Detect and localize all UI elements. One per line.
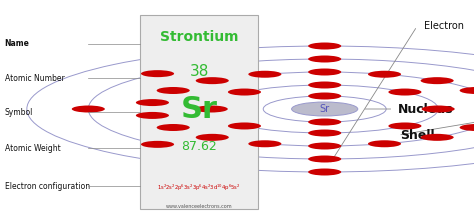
Text: Nucleus: Nucleus: [398, 102, 454, 116]
Ellipse shape: [156, 124, 190, 131]
Text: Sr: Sr: [181, 94, 218, 124]
Ellipse shape: [388, 89, 421, 95]
Text: Electron configuration: Electron configuration: [5, 182, 90, 191]
Ellipse shape: [72, 106, 105, 112]
Ellipse shape: [248, 140, 282, 147]
Text: 87.62: 87.62: [181, 140, 217, 153]
Ellipse shape: [308, 68, 341, 75]
Text: www.valenceelectrons.com: www.valenceelectrons.com: [166, 204, 232, 208]
Ellipse shape: [196, 134, 229, 141]
Ellipse shape: [308, 155, 341, 162]
Text: Symbol: Symbol: [5, 108, 33, 117]
Text: 1s$^2$2s$^2$2p$^6$3s$^2$3p$^6$4s$^2$3d$^{10}$4p$^6$5s$^2$: 1s$^2$2s$^2$2p$^6$3s$^2$3p$^6$4s$^2$3d$^…: [157, 182, 241, 193]
Ellipse shape: [308, 43, 341, 49]
Ellipse shape: [141, 70, 174, 77]
Ellipse shape: [460, 87, 474, 94]
Ellipse shape: [156, 87, 190, 94]
Ellipse shape: [136, 112, 169, 119]
Ellipse shape: [460, 124, 474, 131]
Ellipse shape: [228, 123, 261, 129]
Text: Shell: Shell: [401, 129, 435, 142]
Ellipse shape: [228, 89, 261, 95]
Ellipse shape: [308, 119, 341, 126]
Ellipse shape: [308, 169, 341, 175]
Ellipse shape: [141, 141, 174, 148]
Ellipse shape: [292, 102, 358, 116]
Ellipse shape: [196, 77, 229, 84]
Ellipse shape: [420, 134, 454, 141]
Text: Strontium: Strontium: [160, 30, 238, 44]
Text: Sr: Sr: [319, 104, 330, 114]
Text: Name: Name: [5, 39, 29, 48]
Ellipse shape: [420, 77, 454, 84]
Ellipse shape: [388, 123, 421, 129]
Text: Atomic Weight: Atomic Weight: [5, 144, 61, 153]
Text: Electron: Electron: [424, 21, 464, 31]
Bar: [140, 15, 258, 209]
Ellipse shape: [421, 106, 455, 112]
Ellipse shape: [308, 82, 341, 89]
Ellipse shape: [368, 140, 401, 147]
Ellipse shape: [308, 143, 341, 150]
Ellipse shape: [248, 71, 282, 78]
Text: 38: 38: [190, 65, 209, 79]
Ellipse shape: [308, 92, 341, 99]
Ellipse shape: [368, 71, 401, 78]
Ellipse shape: [136, 99, 169, 106]
Ellipse shape: [308, 129, 341, 136]
Ellipse shape: [308, 56, 341, 63]
Ellipse shape: [195, 106, 228, 112]
Text: Atomic Number: Atomic Number: [5, 74, 64, 83]
